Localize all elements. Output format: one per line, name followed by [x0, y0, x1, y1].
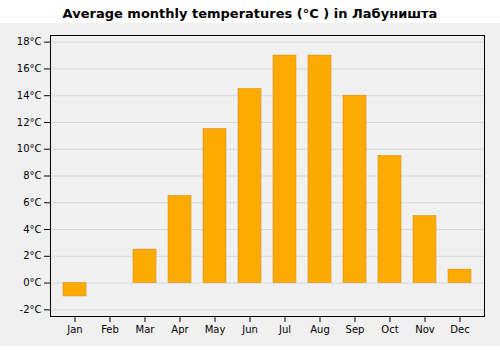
svg-text:4°C: 4°C	[23, 224, 41, 235]
svg-text:18°C: 18°C	[17, 36, 42, 47]
svg-text:6°C: 6°C	[23, 197, 41, 208]
svg-text:Oct: Oct	[381, 324, 398, 335]
svg-text:Feb: Feb	[101, 324, 119, 335]
svg-text:Aug: Aug	[310, 324, 330, 335]
svg-text:Jan: Jan	[66, 324, 82, 335]
svg-text:Jun: Jun	[241, 324, 258, 335]
svg-text:Sep: Sep	[346, 324, 365, 335]
svg-text:12°C: 12°C	[17, 117, 42, 128]
svg-text:Mar: Mar	[136, 324, 156, 335]
svg-text:Jul: Jul	[278, 324, 291, 335]
svg-text:0°C: 0°C	[23, 277, 41, 288]
html-text:Average monthly temperatures (: Average monthly temperatures (°C ) in Ла…	[62, 6, 438, 21]
svg-text:14°C: 14°C	[17, 90, 42, 101]
svg-text:Apr: Apr	[171, 324, 189, 335]
svg-text:-2°C: -2°C	[20, 304, 42, 315]
svg-text:Nov: Nov	[415, 324, 435, 335]
svg-text:16°C: 16°C	[17, 63, 42, 74]
svg-text:Dec: Dec	[450, 324, 469, 335]
svg-text:8°C: 8°C	[23, 170, 41, 181]
svg-text:10°C: 10°C	[17, 143, 42, 154]
svg-text:2°C: 2°C	[23, 250, 41, 261]
svg-text:May: May	[205, 324, 226, 335]
